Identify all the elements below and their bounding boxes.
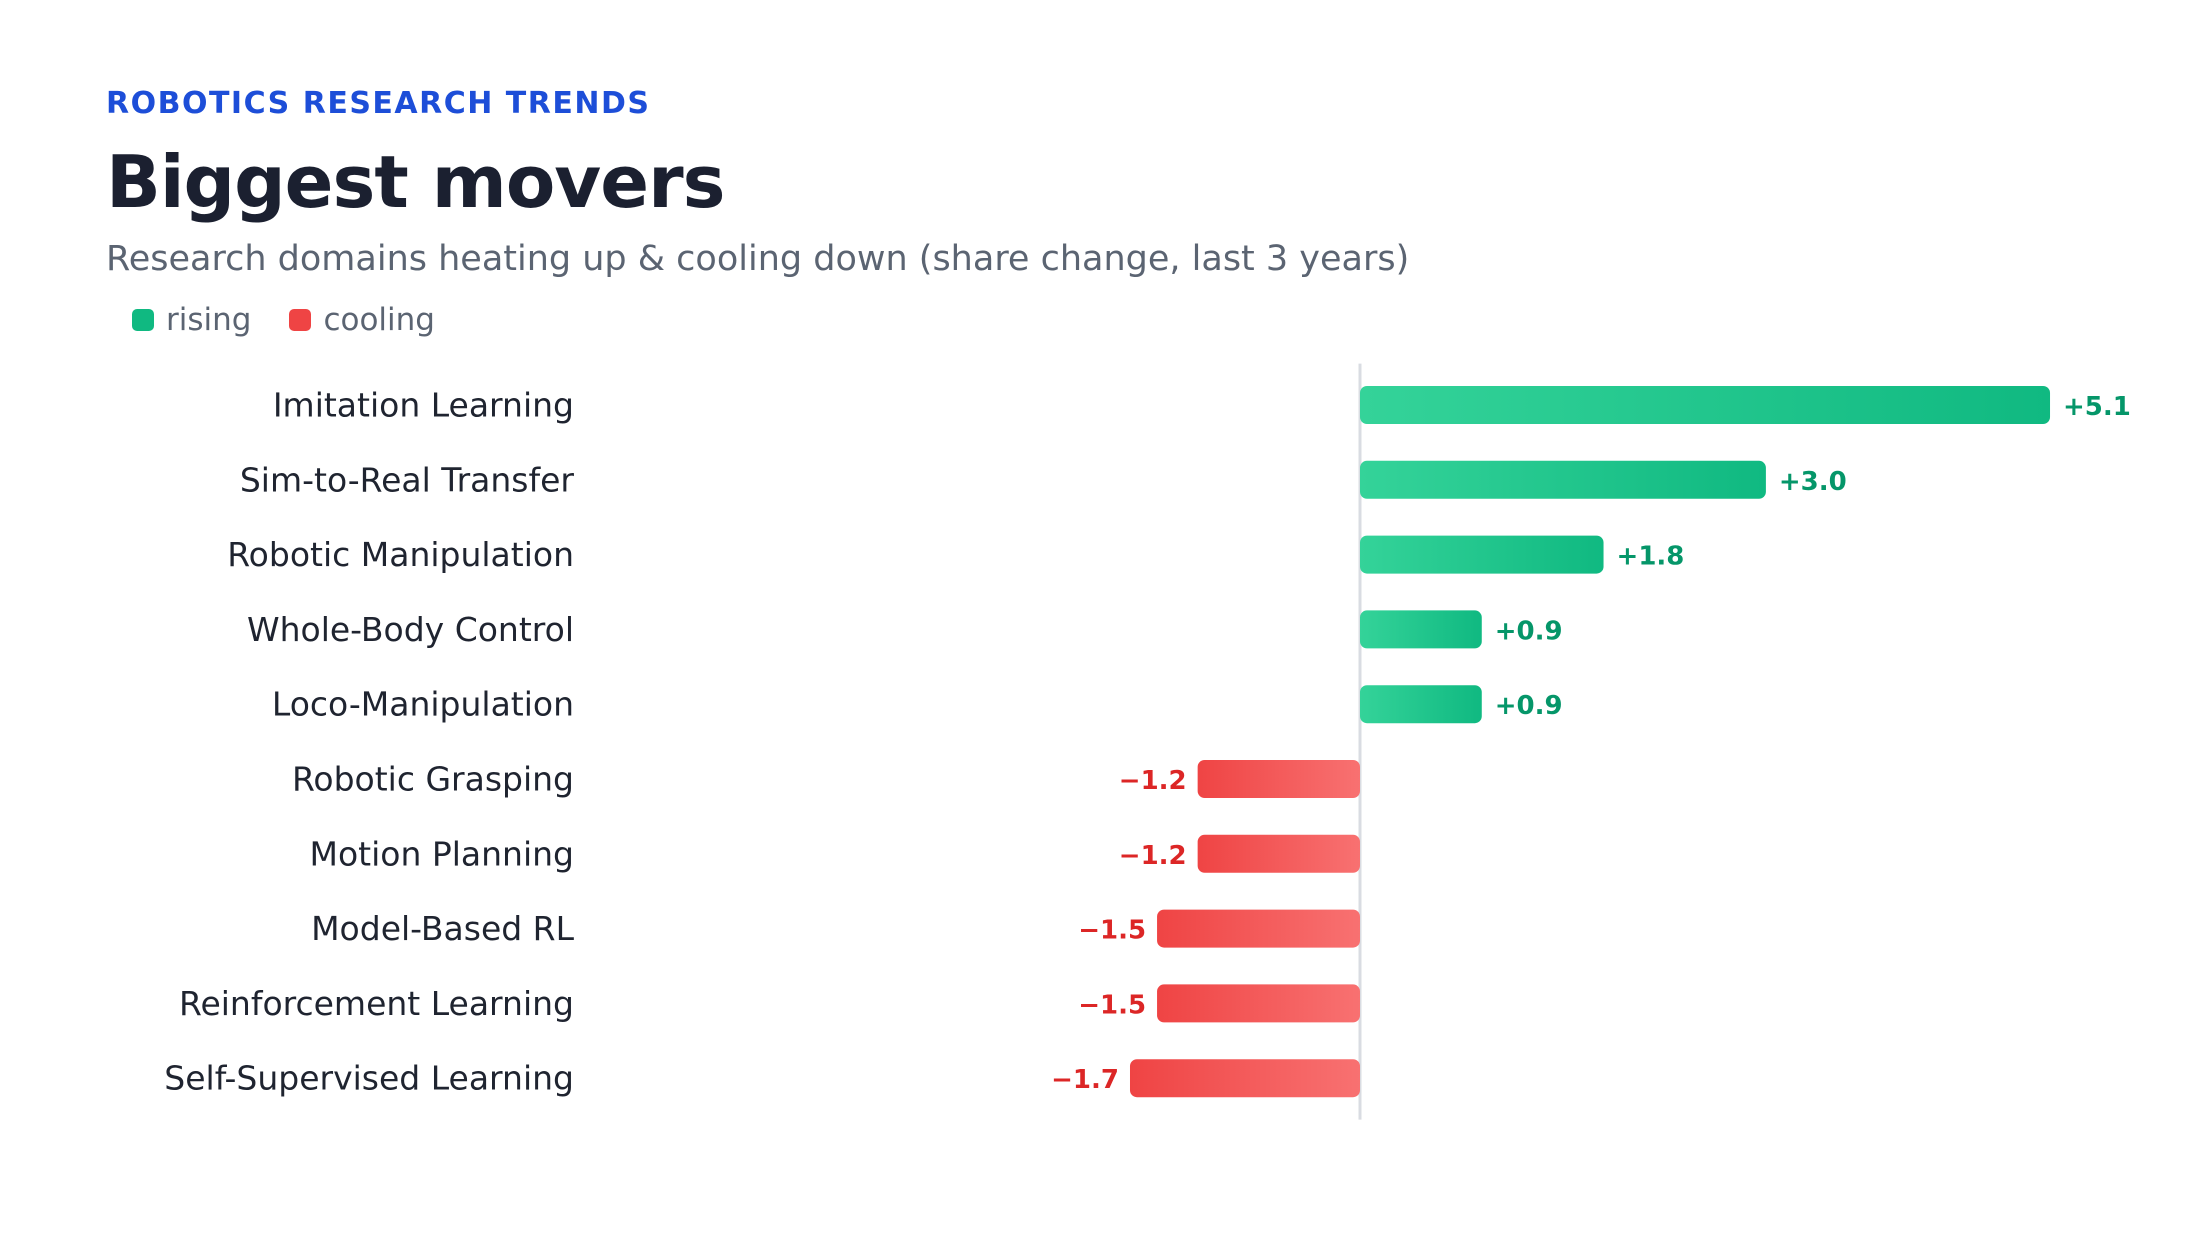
category-label: Robotic Manipulation <box>227 535 574 574</box>
chart-legend: rising cooling <box>132 302 435 338</box>
bar-self-supervised-learning <box>1129 1059 1360 1098</box>
legend-swatch-rising <box>132 309 154 331</box>
value-label: +3.0 <box>1779 467 1847 497</box>
category-label: Imitation Learning <box>273 386 574 425</box>
legend-label-rising: rising <box>166 302 252 338</box>
value-label: +1.8 <box>1617 542 1685 572</box>
value-label: −1.2 <box>1119 841 1187 871</box>
bar-reinforcement-learning <box>1157 984 1360 1023</box>
value-labels: +5.1 +3.0 +1.8 +0.9 +0.9 −1.2 −1.2 −1.5 −1.5 −1.7 <box>1051 392 2131 1095</box>
chart-header: ROBOTICS RESEARCH TRENDS Biggest movers … <box>106 84 2006 282</box>
bar-robotic-grasping <box>1197 760 1360 798</box>
bar-whole-body-control <box>1360 610 1482 649</box>
legend-item-rising: rising <box>132 302 251 338</box>
category-label: Robotic Grasping <box>292 760 574 799</box>
category-labels: Imitation Learning Sim-to-Real Transfer Ro… <box>164 386 574 1098</box>
category-label: Sim-to-Real Transfer <box>240 460 575 499</box>
category-label: Model-Based RL <box>311 909 575 948</box>
bar-loco-manipulation <box>1360 685 1482 724</box>
chart-subtitle: Research domains heating up & cooling do… <box>106 239 1410 279</box>
category-label: Whole-Body Control <box>247 610 574 649</box>
value-label: −1.5 <box>1078 916 1146 946</box>
bar-robotic-manipulation <box>1360 535 1604 574</box>
bar-motion-planning <box>1197 834 1360 873</box>
legend-swatch-cooling <box>289 309 312 331</box>
legend-item-cooling: cooling <box>289 302 435 338</box>
value-label: +5.1 <box>2063 392 2131 422</box>
value-label: +0.9 <box>1495 691 1563 721</box>
category-label: Self-Supervised Learning <box>164 1059 574 1098</box>
bar-model-based-rl <box>1157 909 1360 948</box>
value-label: −1.7 <box>1051 1065 1119 1095</box>
category-label: Motion Planning <box>309 834 574 873</box>
chart-title: Biggest movers <box>106 140 725 224</box>
category-label: Reinforcement Learning <box>179 984 574 1023</box>
legend-label-cooling: cooling <box>323 302 435 338</box>
value-label: +0.9 <box>1495 616 1563 646</box>
bars <box>1129 386 2051 1098</box>
category-label: Loco-Manipulation <box>272 685 574 724</box>
eyebrow-label: ROBOTICS RESEARCH TRENDS <box>106 86 651 121</box>
bar-imitation-learning <box>1360 386 2051 424</box>
bar-sim-to-real-transfer <box>1360 460 1766 499</box>
value-label: −1.2 <box>1119 766 1187 796</box>
value-label: −1.5 <box>1078 990 1146 1020</box>
